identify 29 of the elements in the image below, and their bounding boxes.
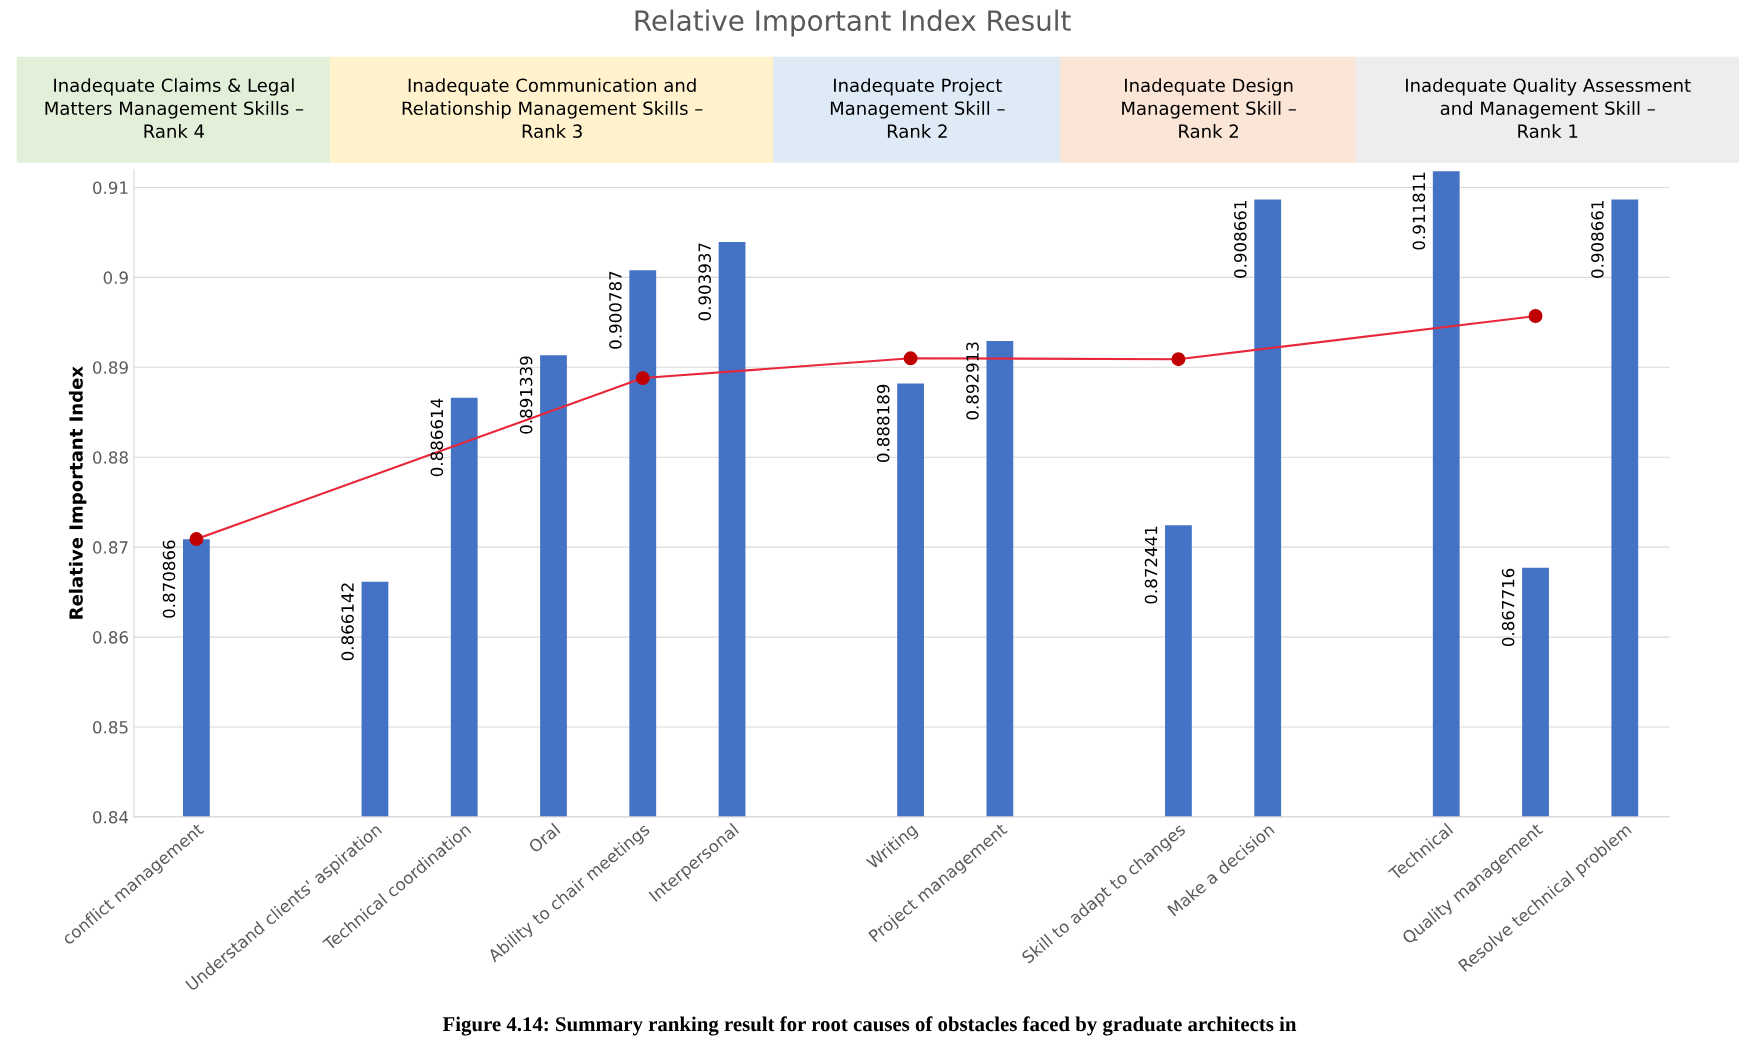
text: Inadequate Project Management Skill – Rank 2 — [830, 78, 1005, 139]
y-tick-label: 0.91 — [93, 181, 128, 195]
y-axis-title: Relative Important Index — [68, 366, 87, 619]
data-label: 0.867716 — [1501, 568, 1515, 647]
y-tick-label: 0.9 — [103, 271, 128, 284]
data-label: 0.908661 — [1591, 201, 1604, 278]
y-tick-label: 0.89 — [93, 361, 128, 374]
y-tick-label: 0.85 — [93, 720, 128, 734]
data-label: 0.872441 — [1144, 526, 1158, 604]
text: Inadequate Quality Assessment and Management Skill – Rank 1 — [1406, 78, 1691, 139]
data-label: 0.900787 — [609, 271, 622, 349]
data-label: 0.892913 — [966, 342, 979, 420]
data-label: 0.891339 — [519, 356, 533, 434]
y-tick-label: 0.86 — [93, 631, 128, 644]
data-label: 0.866142 — [341, 583, 354, 661]
data-label: 0.903937 — [698, 243, 711, 321]
data-label: 0.888189 — [876, 384, 890, 462]
caption: Figure 4.14: Summary ranking result for root causes of obstacles faced by graduate architects in — [442, 1016, 1297, 1036]
y-tick-label: 0.87 — [93, 541, 128, 554]
y-tick-label: 0.88 — [93, 451, 128, 464]
text: Inadequate Claims & Legal Matters Management Skills – Rank 4 — [45, 78, 304, 139]
chart-title: Relative Important Index Result — [635, 9, 1071, 37]
y-tick-label: 0.84 — [93, 810, 129, 824]
data-label: 0.886614 — [430, 398, 444, 477]
data-label: 0.908661 — [1234, 201, 1247, 278]
data-label: 0.870866 — [162, 540, 176, 618]
text: Inadequate Design Management Skill – Rank 2 — [1122, 78, 1296, 139]
text: Inadequate Communication and Relationship Management Skills – Rank 3 — [402, 78, 703, 139]
data-label: 0.911811 — [1412, 172, 1426, 250]
